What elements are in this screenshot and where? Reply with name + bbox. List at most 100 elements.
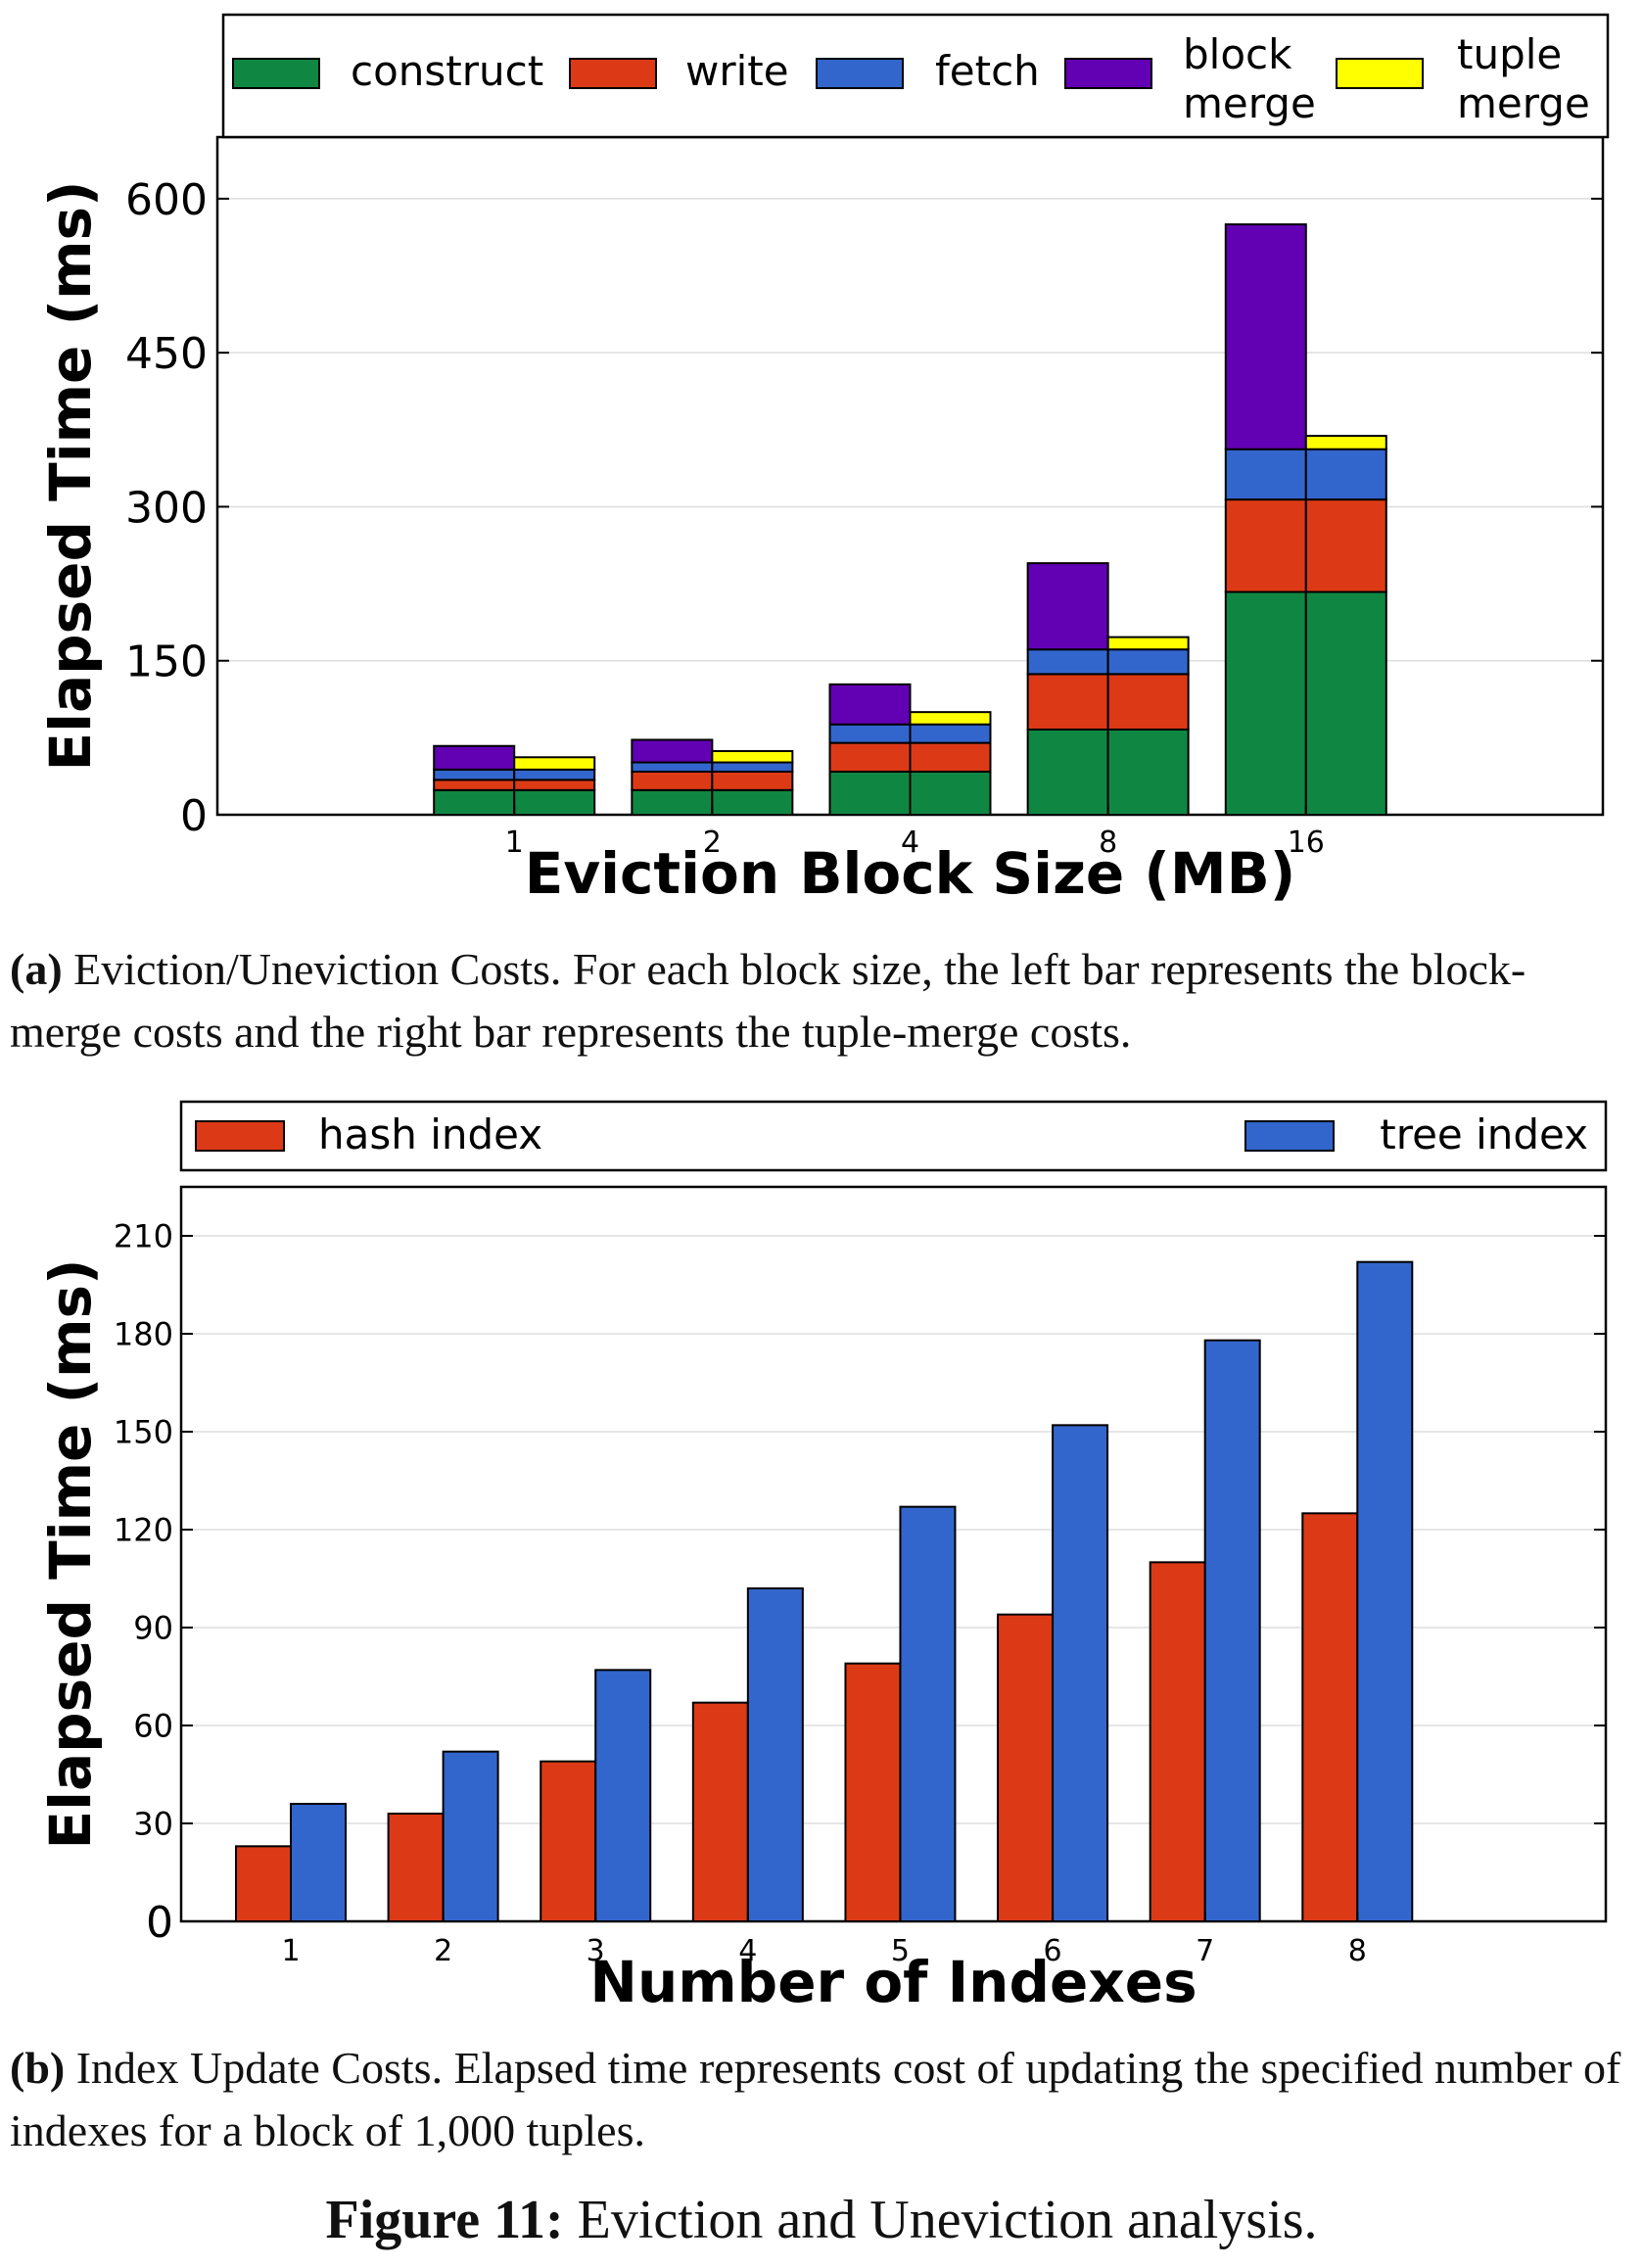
bar-block-merge-2mb-block-merge xyxy=(631,738,714,764)
bar-fetch-1mb-tuple-merge xyxy=(513,768,596,781)
figure-caption-text: Eviction and Uneviction analysis. xyxy=(563,2190,1318,2250)
legend-swatch-fetch xyxy=(816,58,904,89)
bar-fetch-4mb-tuple-merge xyxy=(909,723,992,744)
bar-tuple-merge-8mb-tuple-merge xyxy=(1106,636,1190,651)
bar-construct-2mb-tuple-merge xyxy=(711,788,794,817)
legend-label-hash-index: hash index xyxy=(318,1110,542,1158)
chart-index-update-costs: 0 30 60 90 120 150 180 210 1 2 3 4 5 6 7 8 Number of Ind… xyxy=(37,1100,1608,2015)
bar-construct-8mb-block-merge xyxy=(1026,728,1109,817)
legend-swatch-tree-index xyxy=(1244,1120,1335,1152)
bar-fetch-1mb-block-merge xyxy=(433,768,516,781)
y-tick-label: 300 xyxy=(125,483,208,533)
x-tick-label: 7 xyxy=(1196,1934,1214,1968)
legend: hash index tree index xyxy=(179,1100,1608,1172)
caption-a: (a) Eviction/Uneviction Costs. For each … xyxy=(10,938,1635,1063)
legend-label-construct: construct xyxy=(351,47,543,95)
x-tick-label: 6 xyxy=(1044,1934,1062,1968)
bar-construct-4mb-block-merge xyxy=(828,770,912,816)
bar-write-2mb-block-merge xyxy=(631,770,714,791)
x-tick-label: 1 xyxy=(281,1934,300,1968)
bar-write-2mb-tuple-merge xyxy=(711,770,794,791)
bar-write-1mb-block-merge xyxy=(433,779,516,791)
bar-construct-16mb-block-merge xyxy=(1224,591,1307,816)
bar-tuple-merge-1mb-tuple-merge xyxy=(513,756,596,771)
bar-hash-index-7 xyxy=(1149,1561,1206,1922)
x-axis-title: Eviction Block Size (MB) xyxy=(525,840,1296,907)
legend-label-tree-index: tree index xyxy=(1380,1110,1588,1158)
y-axis-title: Elapsed Time (ms) xyxy=(37,180,104,771)
bar-hash-index-3 xyxy=(540,1760,597,1923)
caption-a-tag: (a) xyxy=(10,944,63,994)
bar-fetch-16mb-block-merge xyxy=(1224,448,1307,501)
bar-write-4mb-tuple-merge xyxy=(909,741,992,773)
bar-construct-4mb-tuple-merge xyxy=(909,770,992,816)
legend-label-tuple-merge: tuple merge xyxy=(1457,30,1590,127)
bar-tree-index-6 xyxy=(1052,1424,1109,1922)
bar-fetch-8mb-block-merge xyxy=(1026,648,1109,676)
legend-swatch-construct xyxy=(232,58,320,89)
bar-hash-index-4 xyxy=(691,1701,749,1923)
bar-write-16mb-block-merge xyxy=(1224,498,1307,593)
bar-tree-index-5 xyxy=(899,1505,957,1922)
bar-construct-2mb-block-merge xyxy=(631,788,714,817)
x-tick-label: 3 xyxy=(587,1934,605,1968)
bar-hash-index-8 xyxy=(1301,1512,1359,1922)
bar-construct-16mb-tuple-merge xyxy=(1304,591,1387,816)
bar-construct-8mb-tuple-merge xyxy=(1106,728,1190,817)
bar-block-merge-1mb-block-merge xyxy=(433,744,516,771)
bar-tuple-merge-16mb-tuple-merge xyxy=(1304,435,1387,450)
bar-fetch-16mb-tuple-merge xyxy=(1304,448,1387,501)
bar-fetch-2mb-block-merge xyxy=(631,761,714,773)
y-tick-label: 150 xyxy=(125,638,208,687)
y-tick-label: 600 xyxy=(125,175,208,225)
legend: construct write fetch block merge tuple merge xyxy=(221,13,1610,139)
bar-tuple-merge-4mb-tuple-merge xyxy=(909,711,992,726)
x-tick-label: 16 xyxy=(1288,826,1325,860)
figure-caption-tag: Figure 11: xyxy=(325,2190,564,2250)
bar-fetch-2mb-tuple-merge xyxy=(711,761,794,773)
y-tick-label: 180 xyxy=(114,1316,173,1353)
legend-label-write: write xyxy=(685,47,789,95)
caption-b: (b) Index Update Costs. Elapsed time rep… xyxy=(10,2037,1635,2162)
bar-block-merge-8mb-block-merge xyxy=(1026,562,1109,651)
bar-block-merge-16mb-block-merge xyxy=(1224,223,1307,450)
y-tick-label: 210 xyxy=(114,1218,173,1255)
y-axis-title: Elapsed Time (ms) xyxy=(37,1258,104,1849)
x-tick-label: 2 xyxy=(703,826,722,860)
y-tick-label: 150 xyxy=(114,1414,173,1451)
y-tick-label: 30 xyxy=(133,1806,173,1843)
x-tick-label: 4 xyxy=(738,1934,757,1968)
figure-caption: Figure 11: Eviction and Uneviction analy… xyxy=(0,2189,1643,2251)
bar-tree-index-1 xyxy=(290,1803,347,1922)
legend-swatch-hash-index xyxy=(195,1120,285,1152)
caption-a-text: Eviction/Uneviction Costs. For each bloc… xyxy=(10,944,1526,1057)
bar-write-16mb-tuple-merge xyxy=(1304,498,1387,593)
legend-swatch-block-merge xyxy=(1064,58,1152,89)
caption-b-text: Index Update Costs. Elapsed time represe… xyxy=(10,2043,1621,2155)
bar-write-4mb-block-merge xyxy=(828,741,912,773)
x-tick-label: 1 xyxy=(505,826,524,860)
legend-box xyxy=(179,1100,1608,1172)
bar-construct-1mb-block-merge xyxy=(433,788,516,817)
legend-swatch-write xyxy=(569,58,657,89)
bar-construct-1mb-tuple-merge xyxy=(513,788,596,817)
bar-hash-index-6 xyxy=(997,1613,1055,1923)
x-tick-label: 8 xyxy=(1099,826,1117,860)
x-tick-label: 2 xyxy=(434,1934,452,1968)
bar-tree-index-7 xyxy=(1203,1339,1261,1922)
y-tick-label: 60 xyxy=(133,1708,173,1745)
bar-hash-index-5 xyxy=(844,1662,902,1923)
bar-hash-index-2 xyxy=(387,1813,445,1922)
bar-tree-index-3 xyxy=(594,1669,652,1922)
bar-write-8mb-tuple-merge xyxy=(1106,673,1190,731)
bar-tuple-merge-2mb-tuple-merge xyxy=(711,749,794,764)
bar-write-1mb-tuple-merge xyxy=(513,779,596,791)
bar-write-8mb-block-merge xyxy=(1026,673,1109,731)
y-tick-label: 120 xyxy=(114,1512,173,1549)
bar-tree-index-8 xyxy=(1356,1260,1414,1922)
caption-b-tag: (b) xyxy=(10,2043,66,2093)
y-tick-label: 0 xyxy=(180,791,208,841)
bar-tree-index-4 xyxy=(746,1587,804,1922)
y-tick-label: 90 xyxy=(133,1610,173,1647)
